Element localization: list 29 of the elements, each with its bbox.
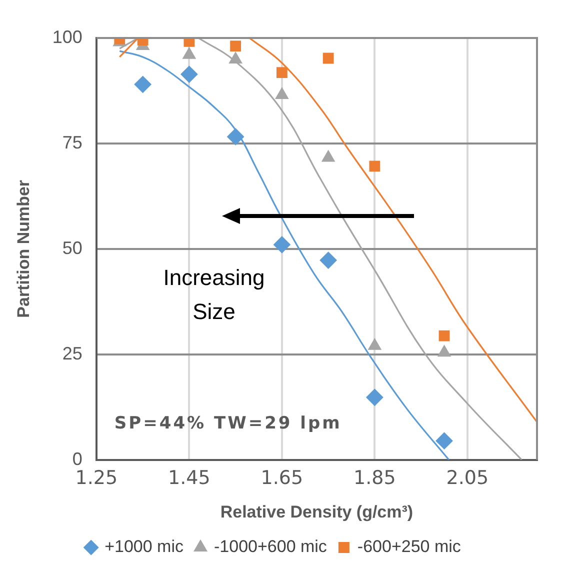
y-tick-label: 75 (62, 132, 82, 152)
x-tick-label: 1.65 (260, 467, 304, 490)
point (438, 330, 450, 342)
point (230, 40, 242, 52)
annotation: SP=44% TW=29 lpm (114, 413, 342, 434)
y-tick-label: 100 (52, 26, 82, 47)
point (180, 66, 198, 83)
x-axis-title: Relative Density (g/cm³) (220, 502, 414, 522)
x-tick-label: 1.85 (354, 467, 396, 490)
legend-label: +1000 mic (104, 537, 184, 556)
point (366, 388, 384, 406)
point (369, 160, 380, 172)
point (184, 38, 195, 47)
point (322, 52, 334, 64)
point (276, 67, 288, 78)
point (273, 236, 290, 254)
x-tick-label: 1.25 (75, 467, 118, 490)
y-tick-label: 25 (62, 343, 82, 364)
x-tick-label: 2.05 (446, 467, 489, 490)
legend-label: -1000+600 mic (214, 537, 328, 556)
point (320, 252, 337, 269)
x-tick-label: 1.45 (168, 467, 210, 490)
y-axis-title: Partition Number (14, 180, 33, 318)
point (134, 76, 152, 93)
y-tick-label: 0 (72, 448, 82, 469)
point (436, 432, 453, 450)
annotation: Increasing Size (163, 265, 265, 324)
legend-label: -600+250 mic (357, 537, 462, 556)
y-tick-label: 50 (62, 238, 82, 258)
